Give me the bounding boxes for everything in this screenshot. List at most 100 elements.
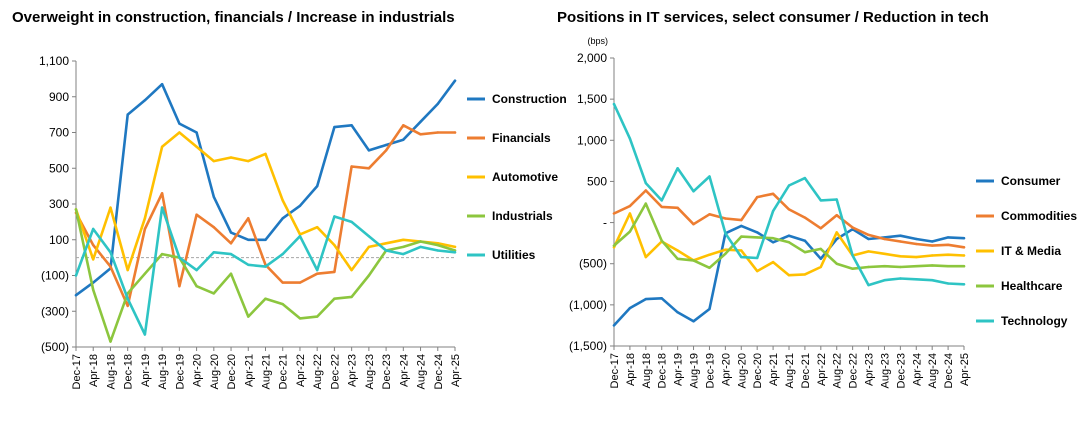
series-line-financials [74,124,457,308]
data-point-it-media [946,253,950,256]
data-point-construction [367,149,371,152]
x-tick-label: Apr-23 [864,353,876,386]
data-point-technology [708,175,711,178]
data-point-construction [126,113,129,116]
data-point-healthcare [660,239,663,242]
data-point-consumer [803,239,807,242]
data-point-industrials [281,302,284,306]
data-point-commodities [756,195,759,199]
data-point-commodities [771,192,775,195]
y-tick-label: 100 [49,233,69,247]
data-point-technology [756,256,759,260]
data-point-consumer [867,237,870,241]
x-tick-label: Apr-21 [768,353,780,386]
x-tick-label: Dec-24 [433,354,445,389]
x-tick-label: Apr-18 [625,353,637,386]
data-point-technology [962,283,966,286]
data-point-it-media [867,250,870,253]
x-tick-label: Dec-23 [381,354,393,389]
data-point-commodities [851,226,854,229]
x-tick-label: Dec-24 [943,353,955,388]
data-point-automotive [264,152,267,156]
data-point-financials [402,124,405,127]
data-point-consumer [756,231,759,234]
data-point-construction [143,99,147,102]
data-point-technology [819,199,822,202]
data-point-healthcare [692,259,695,262]
legend-label-commodities: Commodities [1001,209,1077,223]
x-tick-label: Aug-19 [157,354,169,389]
data-point-healthcare [931,264,934,267]
y-tick-label: - [603,216,607,230]
series-line-utilities [74,206,457,336]
data-point-construction [264,238,267,241]
data-point-healthcare [835,262,838,265]
data-point-commodities [660,205,663,209]
data-point-technology [851,254,854,257]
y-tick-label: 1,000 [577,133,607,147]
data-point-consumer [771,241,775,244]
data-point-construction [160,83,164,86]
y-tick-label: 500 [587,174,607,188]
x-tick-label: Aug-19 [689,353,701,388]
data-point-industrials [229,272,233,275]
y-tick-label: (1,000) [569,298,607,312]
data-point-commodities [819,227,822,230]
data-point-industrials [143,272,147,275]
x-tick-label: Apr-20 [192,354,204,387]
data-point-it-media [899,255,902,258]
data-point-industrials [316,315,319,318]
data-point-consumer [628,306,632,310]
data-point-technology [660,199,663,202]
data-point-technology [692,190,695,193]
data-point-commodities [787,208,791,211]
legend-label-consumer: Consumer [1001,174,1061,188]
data-point-technology [899,277,902,280]
y-tick-label: 2,000 [577,51,607,65]
data-point-healthcare [819,247,822,251]
data-point-industrials [109,340,112,343]
data-point-consumer [660,297,663,300]
data-point-consumer [644,297,647,301]
data-point-healthcare [612,244,616,247]
data-point-construction [229,231,233,234]
data-point-industrials [92,288,95,291]
y-tick-label: (300) [41,304,69,318]
x-tick-label: Apr-23 [347,354,359,387]
data-point-utilities [247,263,250,266]
x-tick-label: Apr-22 [295,354,307,387]
data-point-consumer [787,234,791,237]
data-point-automotive [384,242,388,245]
data-point-technology [740,255,743,259]
data-point-automotive [178,131,181,134]
data-point-healthcare [628,230,632,233]
data-point-utilities [195,268,198,272]
y-tick-label: 1,100 [39,54,69,68]
chart-panel-it-services: Positions in IT services, select consume… [545,0,1090,428]
x-tick-label: Aug-20 [736,353,748,388]
data-point-consumer [899,234,902,237]
x-tick-label: Apr-25 [450,354,462,387]
data-point-healthcare [803,251,807,254]
data-point-automotive [229,156,233,159]
data-point-financials [195,213,198,216]
x-tick-label: Dec-20 [226,354,238,389]
legend-label-healthcare: Healthcare [1001,279,1063,293]
data-point-technology [883,279,886,282]
data-point-commodities [835,214,838,217]
data-point-automotive [298,233,302,236]
data-point-construction [316,184,319,188]
data-point-utilities [160,206,164,209]
data-point-consumer [962,237,966,240]
data-point-consumer [819,257,822,260]
x-tick-label: Apr-24 [398,354,410,387]
x-tick-label: Apr-18 [88,354,100,387]
data-point-financials [384,149,388,152]
data-point-technology [803,176,807,180]
y-tick-label: 500 [49,161,69,175]
data-point-construction [281,217,284,220]
data-point-industrials [74,208,78,211]
data-point-it-media [756,269,759,273]
data-point-financials [298,281,302,284]
x-tick-label: Dec-18 [657,353,669,388]
